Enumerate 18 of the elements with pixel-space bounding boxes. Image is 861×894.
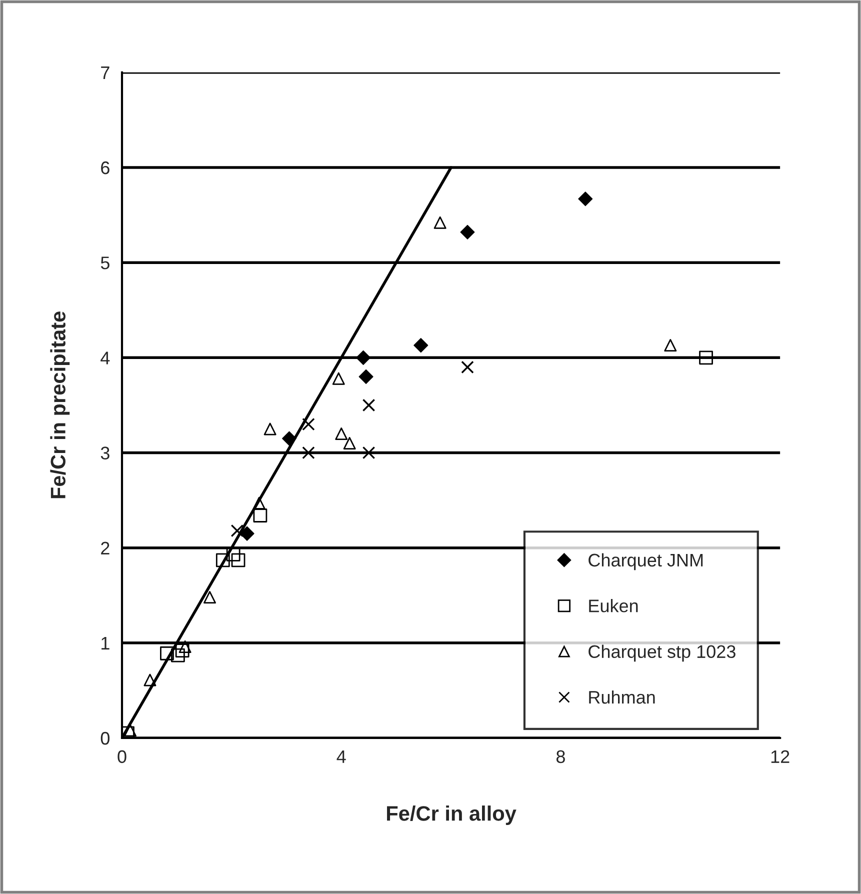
legend-label: Ruhman xyxy=(589,690,655,704)
y-axis-title: Fe/Cr in precipitate xyxy=(50,312,70,498)
y-tick-label: 3 xyxy=(100,446,110,460)
y-tick-label: 0 xyxy=(100,732,110,745)
legend-label: Euken xyxy=(589,599,638,612)
y-tick-label: 7 xyxy=(101,66,110,79)
x-tick-label: 4 xyxy=(336,750,346,763)
x-tick-label: 12 xyxy=(771,750,790,763)
y-tick-label: 1 xyxy=(102,637,110,650)
legend-label: Charquet stp 1023 xyxy=(588,644,736,662)
y-tick-label: 2 xyxy=(101,542,110,554)
y-tick-label: 4 xyxy=(100,352,110,364)
y-tick-label: 6 xyxy=(101,161,110,174)
x-tick-label: 8 xyxy=(556,750,565,764)
y-tick-label: 5 xyxy=(100,256,110,270)
x-tick-label: 0 xyxy=(118,750,126,764)
legend-label: Charquet JNM xyxy=(588,553,703,570)
x-axis-title: Fe/Cr in alloy xyxy=(387,806,516,825)
